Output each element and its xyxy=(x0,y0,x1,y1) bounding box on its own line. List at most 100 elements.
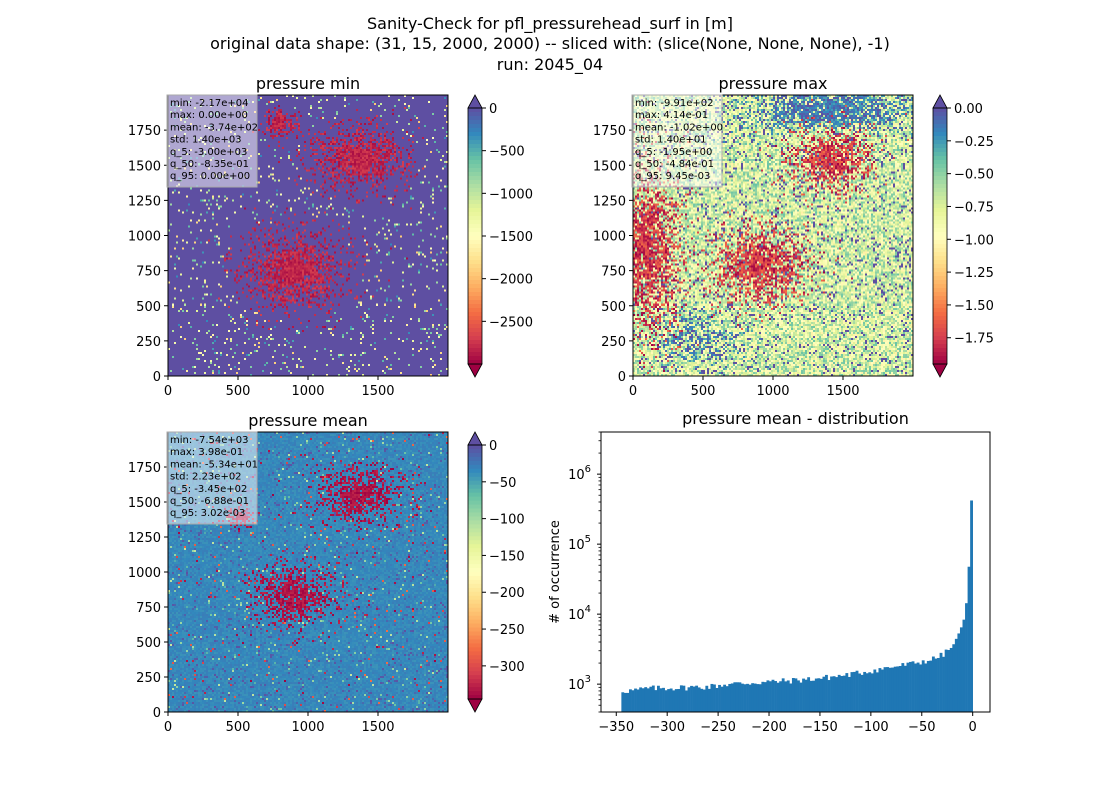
colorbar-segment xyxy=(468,639,482,645)
histogram-bar xyxy=(626,692,630,712)
colorbar-segment xyxy=(933,284,947,289)
histogram-bar xyxy=(850,672,854,712)
colorbar-segment xyxy=(933,264,947,269)
colorbar-segment xyxy=(933,344,947,349)
colorbar-segment xyxy=(468,336,482,341)
histogram-bar xyxy=(855,670,859,712)
histogram-bar xyxy=(965,603,968,712)
histogram-bar xyxy=(926,660,930,712)
colorbar-segment xyxy=(468,124,482,129)
colorbar-segment xyxy=(933,288,947,293)
y-tick-label: 103 xyxy=(568,674,591,693)
colorbar-tick-label: 0.00 xyxy=(954,102,983,117)
histogram-bar xyxy=(873,669,877,712)
histogram-title: pressure mean - distribution xyxy=(682,409,909,428)
colorbar-tick-label: −1000 xyxy=(489,187,533,202)
histogram-bar xyxy=(804,679,808,712)
histogram-bar xyxy=(705,685,709,712)
y-tick-label: 1000 xyxy=(593,230,626,245)
colorbar-segment xyxy=(468,304,482,309)
colorbar-segment xyxy=(468,691,482,696)
y-tick-label: 1750 xyxy=(128,124,161,139)
histogram-bar xyxy=(959,627,963,712)
colorbar-segment xyxy=(933,208,947,213)
histogram-bar xyxy=(662,687,665,712)
histogram-bar xyxy=(906,662,910,712)
heatmap-title: pressure mean xyxy=(248,411,368,430)
histogram-bar xyxy=(962,619,966,712)
colorbar-segment xyxy=(933,128,947,133)
colorbar-segment xyxy=(468,587,482,593)
histogram-bar xyxy=(639,687,643,712)
histogram-bar xyxy=(746,683,749,712)
y-tick-label: 1750 xyxy=(128,461,161,476)
colorbar-tick-label: −150 xyxy=(489,549,525,564)
colorbar-segment xyxy=(933,348,947,353)
colorbar-tick-label: −200 xyxy=(489,586,525,601)
stats-line: q_5: -3.45e+02 xyxy=(170,484,247,495)
histogram-bar xyxy=(700,688,704,712)
colorbar-segment xyxy=(468,156,482,161)
histogram-bar xyxy=(858,673,861,712)
colorbar-segment xyxy=(933,236,947,241)
colorbar-segment xyxy=(468,256,482,261)
histogram-bar xyxy=(891,667,895,712)
histogram-bar xyxy=(860,674,864,712)
histogram-bar xyxy=(794,678,798,712)
histogram-bar xyxy=(649,686,653,712)
colorbar-segment xyxy=(933,248,947,253)
colorbar-segment xyxy=(468,667,482,672)
histogram-bar xyxy=(878,668,882,712)
colorbar-segment xyxy=(468,136,482,141)
colorbar-segment xyxy=(933,184,947,189)
colorbar-tick-label: −2000 xyxy=(489,273,533,288)
colorbar-segment xyxy=(468,488,482,494)
y-tick-label: 250 xyxy=(601,335,626,350)
colorbar-segment xyxy=(468,671,482,676)
histogram-bar xyxy=(797,680,800,712)
colorbar-segment xyxy=(933,252,947,257)
colorbar-tick-label: −2500 xyxy=(489,315,533,330)
histogram-bar xyxy=(832,676,836,712)
histogram-bar xyxy=(827,680,831,712)
stats-line: mean: -1.02e+00 xyxy=(635,122,723,133)
y-tick-base: 10 xyxy=(568,538,585,553)
colorbar-extend-top xyxy=(467,94,483,109)
histogram-bar xyxy=(812,680,816,712)
colorbar-segment xyxy=(468,188,482,193)
histogram-bar xyxy=(730,683,734,712)
colorbar-segment xyxy=(468,288,482,293)
colorbar-segment xyxy=(933,192,947,197)
histogram-bar xyxy=(881,669,884,712)
histogram-bar xyxy=(957,633,961,712)
colorbar-segment xyxy=(933,132,947,137)
colorbar-segment xyxy=(468,312,482,317)
colorbar-segment xyxy=(933,260,947,265)
y-tick-label: 0 xyxy=(153,706,161,721)
colorbar-segment xyxy=(468,647,482,652)
histogram-bar xyxy=(735,682,739,712)
colorbar-segment xyxy=(468,472,482,478)
histogram-bar xyxy=(888,667,892,712)
colorbar-segment xyxy=(468,252,482,257)
histogram-bar xyxy=(786,680,790,712)
histogram-bar xyxy=(715,688,719,712)
colorbar-segment xyxy=(468,508,482,514)
colorbar-tick-label: −1.75 xyxy=(954,332,994,347)
histogram-bar xyxy=(631,690,635,712)
histogram-bar xyxy=(664,690,668,712)
histogram-bar xyxy=(774,681,777,712)
stats-line: max: 3.98e-01 xyxy=(170,447,243,458)
histogram-bar xyxy=(944,649,948,712)
colorbar-segment xyxy=(468,268,482,273)
colorbar-segment xyxy=(933,212,947,217)
colorbar-segment xyxy=(468,344,482,349)
colorbar-segment xyxy=(468,476,482,482)
colorbar-segment xyxy=(468,468,482,474)
colorbar-segment xyxy=(468,611,482,617)
colorbar-segment xyxy=(468,212,482,217)
stats-line: q_50: -8.35e-01 xyxy=(170,159,249,170)
stats-line: q_95: 9.45e-03 xyxy=(635,171,710,182)
histogram-bar xyxy=(751,683,755,712)
colorbar-tick-label: −500 xyxy=(489,145,525,160)
